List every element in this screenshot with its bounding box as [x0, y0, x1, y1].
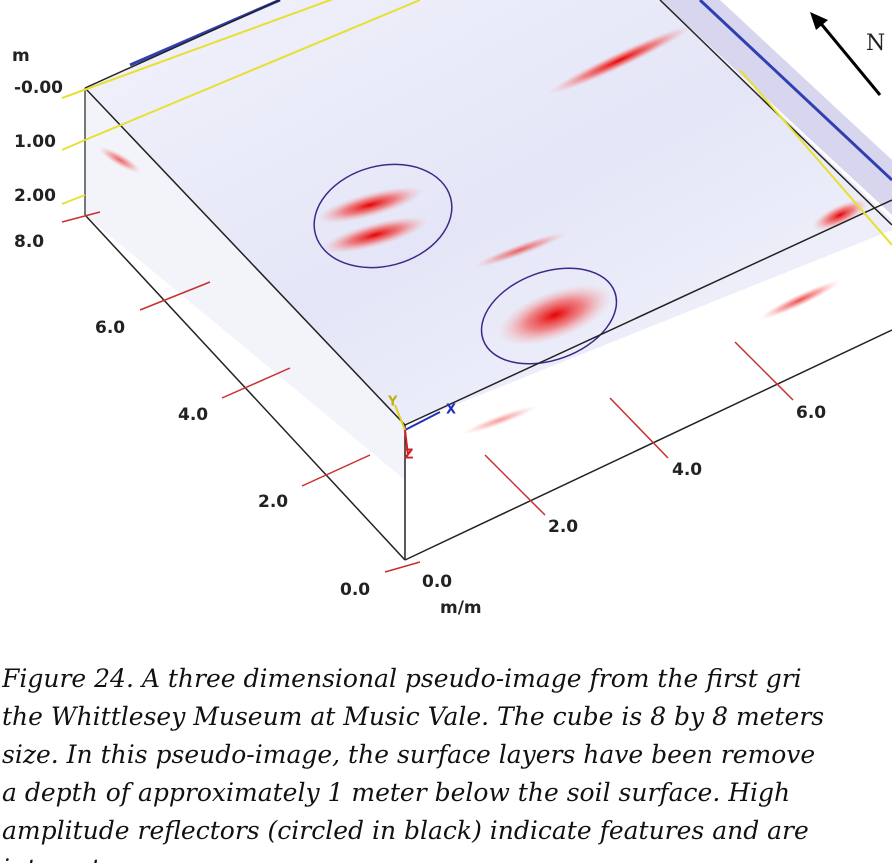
north-label: N — [866, 31, 885, 56]
axis-label: 4.0 — [178, 405, 208, 425]
tick — [384, 561, 421, 573]
axis-triad — [394, 404, 406, 431]
axis-label: 0.0 — [422, 572, 452, 592]
axis-letter: Z — [404, 448, 413, 463]
axis-triad — [404, 411, 441, 431]
caption-line: the Whittlesey Museum at Music Vale. The… — [2, 702, 825, 731]
tick — [61, 211, 101, 223]
circle-annotation — [480, 267, 618, 365]
reflector — [316, 186, 424, 224]
north-arrow-head — [810, 12, 828, 30]
depth-line — [61, 139, 86, 151]
circle-annotation — [313, 163, 453, 269]
axis-triad — [404, 429, 409, 456]
axis-letter: Y — [387, 395, 398, 410]
axis-label: 6.0 — [796, 403, 826, 423]
side-face — [85, 88, 405, 480]
edge — [84, 87, 406, 426]
figure: X Y Z N m -0.00 1.00 2.00 8.0 6.0 4.0 2.… — [12, 0, 892, 618]
axis-label: 0.0 — [340, 580, 370, 600]
edge — [404, 199, 892, 426]
depth-line — [61, 194, 86, 205]
tick — [301, 454, 371, 487]
axis-letter: X — [446, 403, 456, 418]
axis-label: 2.0 — [258, 492, 288, 512]
caption-line: interest — [2, 850, 892, 863]
tick — [139, 281, 211, 311]
depth-label: 1.00 — [14, 132, 56, 152]
depth-label: 2.00 — [14, 186, 56, 206]
depth-unit: m — [12, 46, 30, 66]
caption: Figure 24. A three dimensional pseudo-im… — [2, 660, 892, 863]
tick — [484, 454, 546, 516]
tick — [221, 367, 291, 399]
tick — [734, 341, 794, 401]
caption-line: a depth of approximately 1 meter below t… — [2, 778, 791, 807]
edge — [84, 0, 281, 89]
top-face — [85, 0, 892, 425]
reflector — [98, 146, 142, 174]
edge — [404, 329, 892, 561]
axis-unit: m/m — [440, 598, 482, 618]
axis-label: 6.0 — [95, 318, 125, 338]
right-face — [660, 0, 892, 215]
reflector — [498, 284, 612, 346]
reflector — [321, 216, 429, 254]
reflector — [547, 25, 693, 95]
depth-line — [739, 69, 892, 246]
caption-line: size. In this pseudo-image, the surface … — [2, 740, 816, 769]
edge-stripe — [698, 0, 892, 182]
axis-label: 8.0 — [14, 232, 44, 252]
depth-line — [61, 0, 334, 99]
caption-line: Figure 24. A three dimensional pseudo-im… — [2, 664, 802, 693]
reflector — [812, 199, 868, 231]
reflector — [472, 231, 568, 269]
depth-line — [84, 0, 421, 141]
reflector — [759, 280, 841, 320]
north-arrow — [816, 19, 882, 96]
reflector — [462, 405, 538, 435]
tick — [609, 397, 669, 459]
axis-label: 4.0 — [672, 460, 702, 480]
axis-label: 2.0 — [548, 517, 578, 537]
tick-marks — [61, 211, 794, 573]
depth-label: -0.00 — [14, 78, 63, 98]
caption-line: amplitude reflectors (circled in black) … — [2, 816, 809, 845]
